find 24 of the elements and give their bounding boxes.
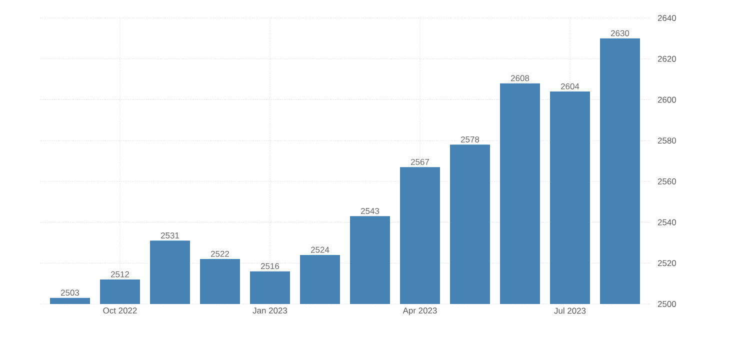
data-label: 2578 (461, 136, 480, 142)
x-tick-label: Oct 2022 (103, 308, 137, 314)
x-tick-label: Jan 2023 (252, 308, 288, 314)
y-tick-label: 2640 (658, 15, 676, 21)
data-label: 2531 (161, 232, 180, 238)
x-tick-label: Jul 2023 (554, 308, 586, 314)
data-label: 2604 (561, 83, 580, 90)
y-tick-label: 2500 (658, 301, 676, 307)
data-label: 2516 (261, 263, 280, 270)
data-label: 2608 (511, 75, 530, 82)
y-tick-label: 2580 (658, 138, 676, 144)
y-tick-label: 2520 (658, 260, 676, 266)
y-tick-label: 2560 (658, 178, 676, 184)
data-label: 2567 (411, 158, 429, 165)
data-label: 2630 (611, 30, 630, 36)
data-label: 2522 (211, 250, 229, 257)
data-label: 2543 (361, 208, 380, 214)
y-tick-label: 2540 (658, 219, 676, 226)
data-label: 2512 (111, 271, 129, 278)
x-tick-label: Apr 2023 (402, 308, 437, 316)
data-label: 2503 (61, 290, 80, 296)
data-label: 2524 (311, 246, 330, 253)
y-tick-label: 2620 (658, 56, 676, 62)
y-tick-label: 2600 (658, 96, 676, 103)
